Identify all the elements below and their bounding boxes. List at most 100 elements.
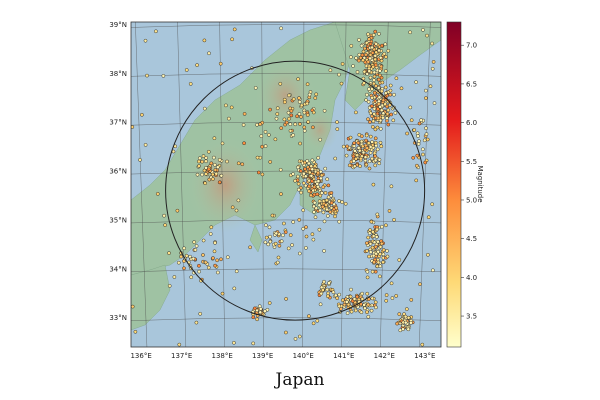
earthquake-point [384,298,389,303]
earthquake-point [253,86,258,90]
earthquake-point [384,55,388,59]
earthquake-point [379,89,384,94]
earthquake-point [252,306,257,311]
earthquake-point [279,192,283,196]
earthquake-point [378,105,382,109]
earthquake-point [367,231,372,236]
earthquake-point [376,107,380,111]
earthquake-point [422,138,427,143]
earthquake-point [378,140,383,145]
earthquake-point [365,249,369,253]
earthquake-point [404,307,409,311]
earthquake-point [395,321,399,326]
earthquake-point [291,97,296,101]
earthquake-point [424,96,428,100]
earthquake-point [131,304,135,309]
earthquake-point [172,275,177,279]
lat-tick-label: 38°N [109,70,127,78]
earthquake-point [291,172,295,176]
earthquake-point [273,241,278,246]
earthquake-point [232,340,236,345]
earthquake-point [214,171,219,176]
relief-north [255,61,315,129]
earthquake-point [363,155,368,160]
earthquake-point [197,164,201,168]
colorbar-tick-label: 4.0 [466,274,477,282]
earthquake-point [301,208,306,213]
earthquake-point [255,317,259,322]
earthquake-point [325,287,330,292]
earthquake-point [351,159,356,163]
earthquake-point [381,248,386,252]
earthquake-point [420,342,425,347]
earthquake-point [373,154,377,159]
earthquake-point [340,62,345,66]
earthquake-point [299,103,304,108]
earthquake-point [387,209,392,213]
earthquake-point [321,210,326,215]
earthquake-point [220,141,225,146]
earthquake-point [373,53,378,58]
earthquake-point [305,113,310,117]
earthquake-point [200,172,204,177]
earthquake-point [405,131,409,136]
earthquake-point [368,75,373,80]
earthquake-point [370,245,375,250]
earthquake-point [195,172,200,177]
earthquake-point [312,210,316,214]
earthquake-point [403,320,408,325]
earthquake-point [371,64,376,69]
earthquake-point [368,150,373,155]
earthquake-point [380,224,384,229]
colorbar-label: Magnitude [476,165,484,202]
earthquake-point [298,141,302,146]
lon-tick-label: 141°E [333,352,354,360]
lon-tick-label: 136°E [130,352,151,360]
earthquake-point [275,260,280,265]
earthquake-point [365,92,369,97]
earthquake-point [374,251,378,256]
earthquake-point [203,181,207,186]
earthquake-point [371,253,376,258]
lon-tick-label: 142°E [374,352,395,360]
earthquake-point [349,44,354,48]
earthquake-point [349,287,353,292]
earthquake-point [370,269,375,274]
earthquake-point [211,177,215,181]
earthquake-point [376,102,381,106]
earthquake-point [329,201,334,205]
earthquake-point [385,254,390,259]
earthquake-point [366,117,370,122]
earthquake-point [197,263,201,268]
earthquake-point [268,107,272,112]
earthquake-point [315,318,320,323]
earthquake-point [296,187,301,192]
earthquake-point [334,205,339,210]
earthquake-point [378,118,383,123]
earthquake-point [388,83,393,88]
earthquake-point [311,110,316,115]
earthquake-point [201,238,206,243]
earthquake-point [216,270,220,275]
earthquake-point [258,307,263,311]
earthquake-point [284,297,288,301]
earthquake-point [289,113,294,118]
earthquake-point [374,50,379,55]
earthquake-point [325,207,329,212]
earthquake-point [360,297,365,301]
earthquake-point [304,246,308,250]
earthquake-point [393,111,398,115]
earthquake-point [290,243,294,247]
earthquake-point [288,122,293,127]
earthquake-point [311,321,316,326]
earthquake-point [335,127,340,131]
earthquake-point [267,225,272,230]
earthquake-point [319,191,324,195]
earthquake-point [378,126,383,131]
earthquake-point [430,66,435,71]
earthquake-point [360,53,365,57]
earthquake-point [163,223,167,227]
earthquake-point [258,122,263,127]
earthquake-point [314,206,319,211]
earthquake-point [425,33,429,38]
